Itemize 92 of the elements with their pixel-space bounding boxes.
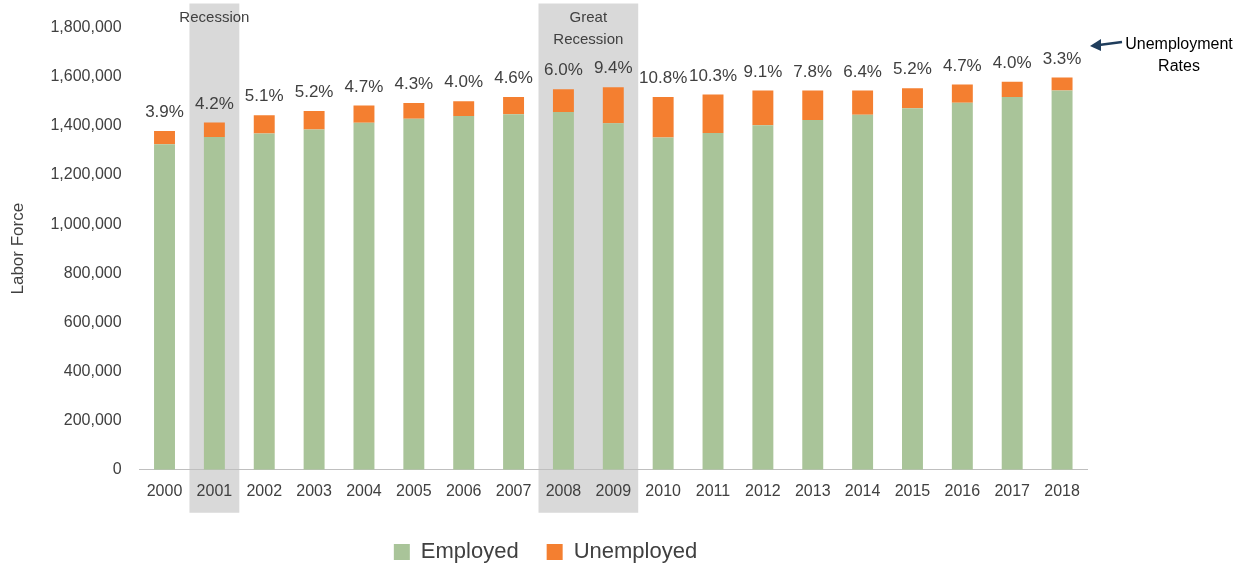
y-tick-label: 400,000 [63, 361, 122, 379]
x-tick-label: 2010 [645, 481, 682, 499]
annotation: 9.4% [593, 58, 633, 78]
bar [552, 112, 574, 470]
bar [902, 88, 923, 109]
x-tick-label: 2018 [1044, 481, 1080, 499]
x-tick-label: 2011 [695, 481, 731, 499]
bar [503, 97, 525, 115]
y-tick-label: 600,000 [63, 312, 122, 330]
text: Unemployment Rates [1125, 35, 1234, 75]
bar [353, 122, 375, 470]
bar [253, 133, 275, 470]
bar [1001, 97, 1023, 470]
bar [403, 103, 425, 119]
legend-label: Unemployed [573, 538, 698, 564]
y-tick-label: 200,000 [63, 411, 122, 429]
bar [702, 132, 724, 470]
bar [602, 87, 624, 124]
bar [303, 110, 325, 130]
x-tick-label: 2002 [246, 481, 283, 499]
annotation: 4.0% [992, 52, 1032, 72]
annotation: 4.2% [195, 93, 234, 113]
bar [253, 115, 275, 134]
annotation: 5.2% [893, 59, 932, 79]
annotation: 10.3% [688, 65, 738, 85]
x-tick-label: 2015 [894, 481, 931, 499]
bar [353, 105, 375, 123]
y-tick-label: 1,200,000 [50, 165, 122, 183]
y-tick-label: 800,000 [63, 263, 122, 281]
annotation: 4.7% [344, 76, 384, 96]
bar [203, 122, 225, 137]
bar [802, 119, 824, 470]
y-tick-label: 0 [112, 460, 122, 478]
annotation: 5.2% [294, 82, 334, 102]
bar [852, 114, 874, 470]
bar [602, 123, 624, 470]
bar [403, 118, 425, 470]
annotation: 9.1% [743, 61, 783, 81]
annotation: 4.3% [394, 74, 434, 94]
bar [154, 131, 175, 145]
x-tick-label: 2006 [445, 481, 482, 499]
x-tick-label: 2017 [994, 481, 1031, 499]
bar [503, 114, 525, 470]
band-label: Great Recession [553, 8, 624, 48]
y-tick-label: 1,600,000 [50, 67, 122, 85]
bar [951, 84, 973, 103]
x-tick-label: 2013 [794, 481, 831, 499]
x-tick-label: 2000 [146, 481, 183, 499]
x-tick-label: 2008 [545, 481, 582, 499]
y-axis-title: Labor Force [7, 202, 27, 295]
bar [752, 125, 774, 470]
bar [652, 137, 674, 470]
bar [951, 102, 973, 470]
bar [702, 94, 724, 133]
annotation: 3.9% [145, 102, 184, 122]
bar [203, 136, 225, 470]
band-label: Recession [179, 8, 250, 26]
bar [1051, 90, 1073, 470]
bar [752, 90, 774, 126]
x-tick-label: 2014 [844, 481, 881, 499]
annotation: 6.0% [544, 60, 583, 80]
y-tick-label: 1,800,000 [50, 18, 122, 36]
bar [852, 90, 874, 115]
annotation: 10.8% [639, 68, 688, 88]
x-tick-label: 2016 [944, 481, 981, 499]
annotation: 4.7% [942, 55, 982, 75]
annotation: 4.6% [494, 68, 533, 88]
annotation: 4.0% [444, 72, 484, 92]
bar [1051, 77, 1073, 91]
x-tick-label: 2001 [196, 481, 233, 499]
bar [802, 90, 824, 120]
x-tick-label: 2003 [296, 481, 332, 499]
annotation: 5.1% [244, 86, 284, 106]
bar [902, 108, 923, 470]
x-tick-label: 2005 [396, 481, 432, 499]
bar [552, 89, 574, 113]
annotation: 3.3% [1042, 48, 1082, 68]
x-tick-label: 2004 [346, 481, 382, 499]
y-tick-label: 1,400,000 [50, 116, 122, 134]
annotation: 7.8% [793, 61, 833, 81]
bar [453, 101, 475, 117]
legend-label: Employed [420, 538, 519, 564]
x-tick-label: 2007 [495, 481, 532, 499]
annotation: 6.4% [843, 61, 882, 81]
bar [1001, 81, 1023, 98]
bar [303, 129, 325, 470]
x-tick-label: 2009 [595, 481, 632, 499]
x-tick-label: 2012 [745, 481, 781, 499]
bar [154, 144, 175, 470]
bar [652, 97, 674, 138]
bar [453, 116, 475, 470]
y-tick-label: 1,000,000 [50, 214, 122, 232]
